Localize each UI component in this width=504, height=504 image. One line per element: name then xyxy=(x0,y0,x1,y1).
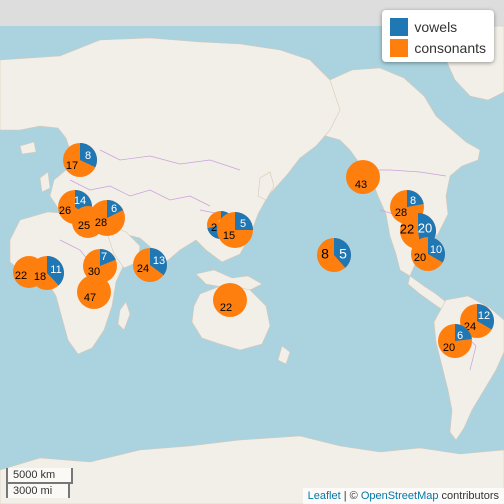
legend-swatch-vowels xyxy=(390,17,409,36)
pie-marker[interactable]: 47 xyxy=(77,275,111,309)
pie-marker[interactable]: 5 15 xyxy=(217,212,253,248)
pie-label-consonants: 15 xyxy=(223,230,235,242)
attribution-suffix: contributors xyxy=(438,490,499,502)
pie-slice-vowels xyxy=(47,256,64,286)
pie-label-vowels: 5 xyxy=(240,218,246,230)
land-australia xyxy=(191,283,271,351)
pie-marker[interactable]: 22 xyxy=(213,283,247,317)
pie-marker[interactable]: 43 xyxy=(346,160,380,194)
pie-label-consonants: 30 xyxy=(88,266,100,278)
pie-label-consonants: 20 xyxy=(443,342,455,354)
land-new-zealand xyxy=(277,345,291,365)
pie-slice-vowels xyxy=(407,190,424,207)
pie-marker[interactable]: 620 xyxy=(438,324,472,358)
pie-marker[interactable]: 11 18 xyxy=(30,256,64,290)
pie-marker[interactable]: 730 xyxy=(83,249,117,283)
pie-slice-consonants xyxy=(213,283,247,317)
pie-marker[interactable]: 13 24 xyxy=(133,248,168,282)
pie-label-vowels: 20 xyxy=(418,220,432,235)
pie-slice-consonants xyxy=(77,275,111,309)
pie-label-vowels: 11 xyxy=(50,264,61,276)
pie-label-vowels: 5 xyxy=(339,246,347,262)
pie-label-consonants: 28 xyxy=(395,207,407,219)
pie-slice-vowels xyxy=(455,324,472,341)
legend: vowels consonants xyxy=(382,10,494,62)
pie-label-consonants: 24 xyxy=(137,263,149,275)
pie-label-consonants: 47 xyxy=(84,292,96,304)
pie-label-consonants: 20 xyxy=(414,252,426,264)
pie-slice-vowels xyxy=(235,212,253,230)
attribution-separator: | © xyxy=(340,490,361,502)
land-madagascar xyxy=(117,301,131,331)
pie-slice-vowels xyxy=(428,237,445,263)
pie-label-vowels: 7 xyxy=(101,251,107,263)
land-japan xyxy=(257,171,275,201)
pie-label-vowels: 12 xyxy=(478,310,490,322)
pie-slice-vowels xyxy=(100,249,116,266)
pie-label-vowels: 10 xyxy=(430,244,442,256)
pie-label-consonants: 22 xyxy=(15,270,27,282)
pie-label-consonants: 22 xyxy=(220,302,232,314)
pie-slice-vowels xyxy=(150,248,168,276)
pie-label-consonants: 28 xyxy=(95,217,107,229)
legend-item-consonants: consonants xyxy=(390,37,486,58)
pie-label-vowels: 6 xyxy=(457,330,463,342)
pie-marker[interactable]: 6 28 xyxy=(89,200,125,236)
pie-slice-consonants xyxy=(346,160,380,194)
pie-label-vowels: 6 xyxy=(111,203,117,215)
pie-label-consonants: 25 xyxy=(78,220,90,232)
legend-label-vowels: vowels xyxy=(414,18,458,35)
legend-item-vowels: vowels xyxy=(390,16,486,37)
pie-marker[interactable]: 58 xyxy=(317,238,351,272)
pie-slice-vowels xyxy=(107,200,124,218)
land-indonesia xyxy=(195,269,263,291)
pie-slice-vowels xyxy=(334,238,351,268)
leaflet-link[interactable]: Leaflet xyxy=(307,490,341,502)
pie-label-consonants: 43 xyxy=(355,179,367,191)
pie-marker[interactable]: 10 20 xyxy=(411,237,445,271)
pie-label-consonants: 18 xyxy=(34,271,46,283)
pie-marker[interactable]: 8 17 xyxy=(63,143,98,177)
pie-label-consonants: 26 xyxy=(59,205,71,217)
scale-bar: 5000 km 3000 mi xyxy=(6,468,73,498)
pie-slice-vowels xyxy=(80,143,98,168)
pie-label-vowels: 13 xyxy=(153,255,165,267)
pie-label-consonants: 8 xyxy=(321,246,329,262)
pie-slice-vowels xyxy=(477,304,494,330)
land-uk xyxy=(39,171,51,193)
pie-label-consonants: 22 xyxy=(400,221,414,236)
attribution: Leaflet | © OpenStreetMap contributors xyxy=(302,488,504,504)
osm-link[interactable]: OpenStreetMap xyxy=(360,490,439,502)
legend-swatch-consonants xyxy=(390,38,409,57)
pie-label-consonants: 17 xyxy=(66,160,78,172)
land-iceland xyxy=(19,141,37,155)
pie-label-consonants: 2 xyxy=(211,222,217,234)
scale-mi: 3000 mi xyxy=(6,482,70,498)
legend-label-consonants: consonants xyxy=(414,39,486,56)
land-antarctica xyxy=(0,435,504,504)
pie-label-vowels: 8 xyxy=(410,195,416,207)
pie-label-vowels: 14 xyxy=(74,195,86,207)
pie-label-vowels: 8 xyxy=(85,150,91,162)
